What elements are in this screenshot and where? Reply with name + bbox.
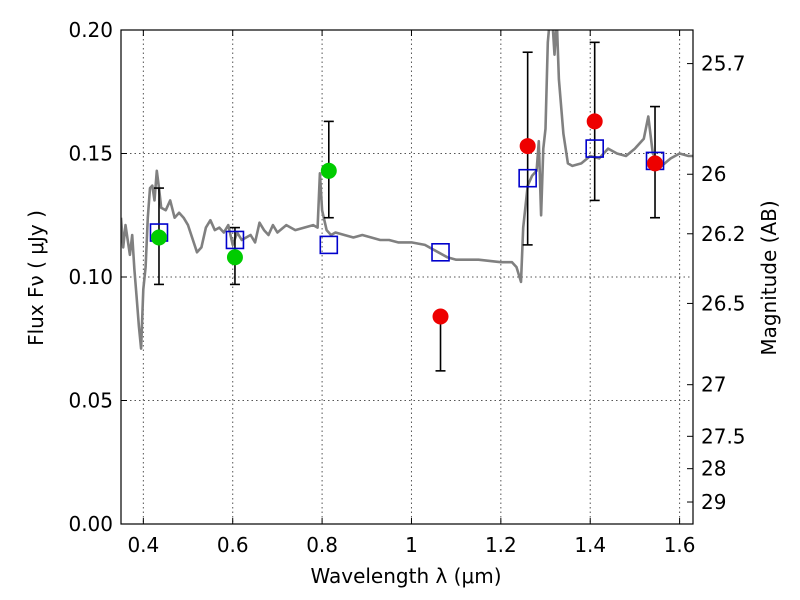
grid-layer [121,30,693,524]
flux-data-point [519,138,536,155]
model-photometry-square [225,230,245,250]
y-tick-label: 0.10 [68,265,113,289]
y2-tick-label: 27.5 [701,424,746,448]
model-photometry-square [431,243,450,262]
model-photometry-square [319,235,339,255]
y-tick-label: 0.00 [68,512,113,536]
sed-line-layer [121,30,693,350]
marker-layer [149,113,665,325]
y2-tick-label: 29 [701,490,726,514]
x-tick-label: 1 [405,533,418,557]
x-tick-label: 0.6 [217,533,249,557]
y2-tick-label: 26 [701,162,726,186]
x-tick-label: 1.2 [485,533,517,557]
y2-tick-label: 28 [701,457,726,481]
model-photometry-square [585,139,604,158]
flux-data-point [432,308,449,325]
x-tick-label: 0.4 [127,533,159,557]
sed-model-line [121,30,693,350]
flux-data-point [586,113,603,130]
flux-data-point [320,162,337,179]
y2-tick-label: 25.7 [701,52,746,76]
model-photometry-square [518,168,537,188]
y-tick-label: 0.05 [68,389,113,413]
x-tick-label: 1.6 [664,533,696,557]
flux-data-point [647,155,664,172]
y-axis-title: Flux Fν ( μJy ) [24,210,48,346]
y-tick-label: 0.15 [68,142,113,166]
errorbar-layer [153,41,661,372]
x-axis-title: Wavelength λ (μm) [310,564,501,588]
y2-tick-label: 26.2 [701,222,746,246]
y2-tick-label: 26.5 [701,291,746,315]
y2-axis-title: Magnitude (AB) [757,200,781,355]
x-tick-label: 0.8 [306,533,338,557]
tick-layer: 0.4 0.6 0.8 1 1.2 1.4 1.6 0.00 0.05 0.10 0.15 0.20 2… [68,18,745,557]
y-tick-label: 0.20 [68,18,113,42]
flux-data-point [150,229,167,246]
flux-data-point [226,249,243,266]
y2-tick-label: 27 [701,373,726,397]
x-tick-label: 1.4 [574,533,606,557]
